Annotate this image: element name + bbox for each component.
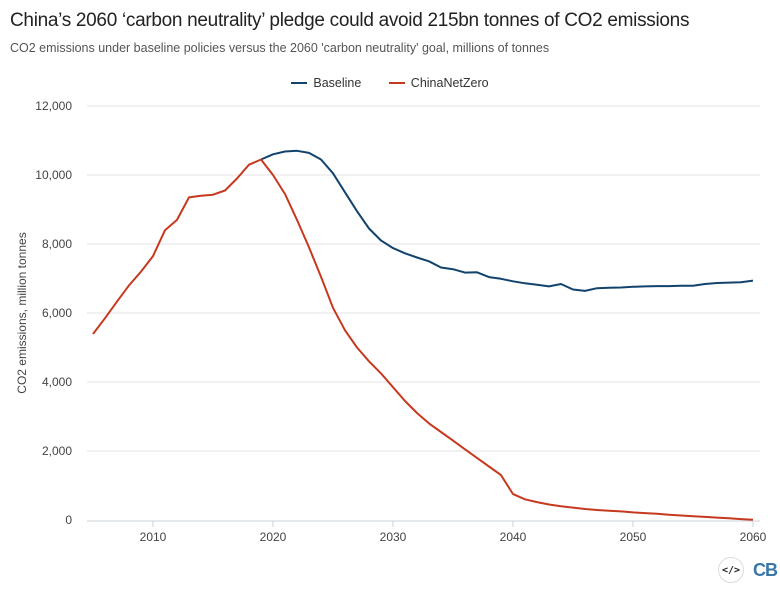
series-line-baseline [260,149,754,292]
x-tick-label: 2050 [620,530,647,544]
y-tick-label: 8,000 [42,237,72,251]
legend: Baseline ChinaNetZero [0,73,780,90]
x-tick-label: 2020 [260,530,287,544]
x-tick-label: 2040 [500,530,527,544]
legend-item-chinanetzero[interactable]: ChinaNetZero [388,76,489,90]
y-tick-label: 6,000 [42,306,72,320]
carbon-brief-logo: CB [753,559,778,580]
legend-label-chinanetzero: ChinaNetZero [410,76,489,90]
y-axis-label: CO2 emissions, million tonnes [15,232,29,393]
y-tick-label: 12,000 [35,99,72,113]
code-icon[interactable]: </> [718,557,744,583]
legend-swatch-chinanetzero [388,82,405,84]
series-line-chinanetzero [92,158,754,521]
legend-item-baseline[interactable]: Baseline [291,76,361,90]
y-tick-label: 10,000 [35,168,72,182]
chart-title: China’s 2060 ‘carbon neutrality’ pledge … [10,10,690,31]
x-tick-label: 2060 [740,530,767,544]
y-tick-label: 2,000 [42,444,72,458]
x-tick-label: 2030 [380,530,407,544]
chart-subtitle: CO2 emissions under baseline policies ve… [10,41,550,55]
legend-label-baseline: Baseline [313,76,362,90]
y-tick-label: 4,000 [42,375,72,389]
logo: </> CB [718,557,778,583]
y-tick-label: 0 [65,513,72,527]
x-tick-label: 2010 [140,530,167,544]
legend-swatch-baseline [291,82,308,84]
